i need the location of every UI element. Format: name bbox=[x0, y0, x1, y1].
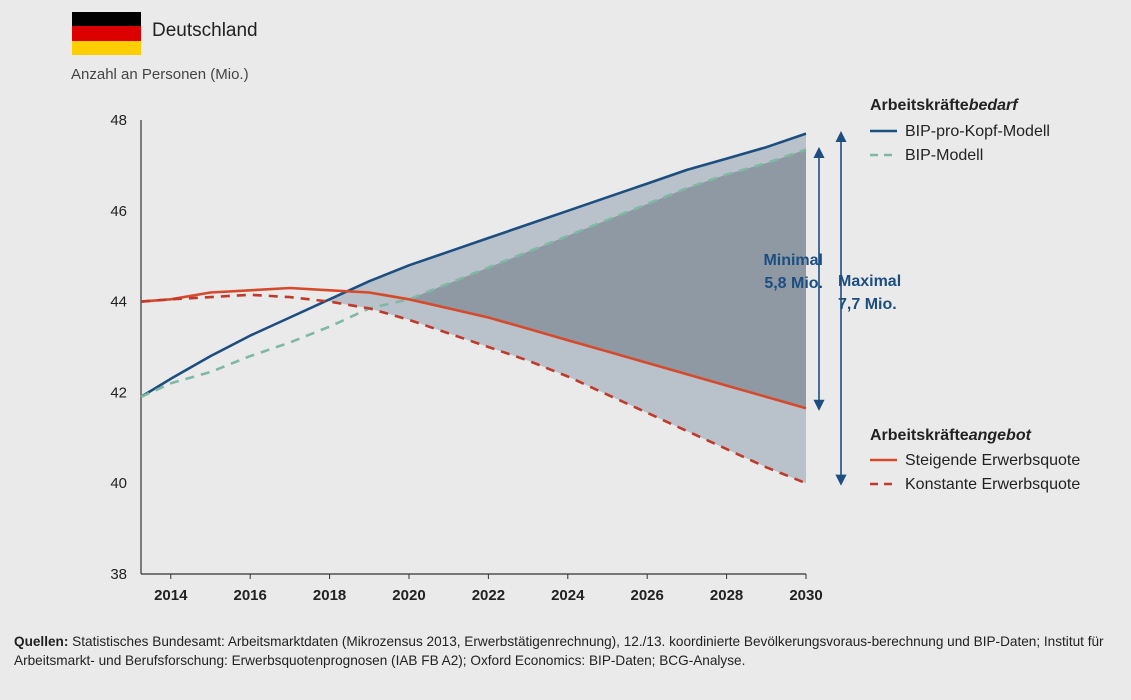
german-flag bbox=[72, 12, 141, 55]
annotation-minimal-line2: 5,8 Mio. bbox=[764, 275, 823, 292]
x-tick-label: 2014 bbox=[154, 587, 188, 604]
labor-chart: 38 40 42 44 46 48 2014 2016 2018 2020 2022 2024 2026… bbox=[110, 97, 1080, 604]
range-arrows bbox=[813, 131, 847, 486]
gap-area-min bbox=[408, 149, 806, 409]
country-title: Deutschland bbox=[152, 20, 258, 41]
y-axis-unit-label: Anzahl an Personen (Mio.) bbox=[71, 66, 249, 83]
legend-supply-header-italic: angebot bbox=[969, 427, 1032, 444]
series-line-steigende-erwerbsquote bbox=[140, 286, 807, 410]
chart-axes: 38 40 42 44 46 48 2014 2016 2018 2020 2022 2024 2026… bbox=[110, 112, 822, 604]
legend-demand-header-plain: Arbeitskräfte bbox=[870, 97, 969, 114]
series-line-konstante-erwerbsquote bbox=[140, 293, 807, 485]
flag-stripe-gold bbox=[72, 40, 141, 55]
x-tick-label: 2026 bbox=[631, 587, 664, 604]
flag-stripe-red bbox=[72, 26, 141, 41]
y-tick-label: 48 bbox=[110, 112, 127, 129]
series-lines bbox=[140, 132, 807, 485]
annotation-minimal-line1: Minimal bbox=[763, 252, 823, 269]
series-line-bip-pro-kopf-modell bbox=[140, 132, 807, 399]
legend-item-label: BIP-pro-Kopf-Modell bbox=[905, 123, 1050, 140]
y-tick-label: 44 bbox=[110, 294, 127, 311]
x-tick-label: 2024 bbox=[551, 587, 585, 604]
series-line-bip-modell bbox=[140, 148, 807, 399]
legend-supply-items: Steigende Erwerbsquote Konstante Erwerbsq… bbox=[870, 452, 1080, 493]
legend-demand-header-italic: bedarf bbox=[969, 97, 1020, 114]
x-tick-label: 2016 bbox=[233, 587, 266, 604]
sources-text: Statistisches Bundesamt: Arbeitsmarktdat… bbox=[14, 634, 1104, 668]
x-tick-label: 2028 bbox=[710, 587, 743, 604]
gap-areas bbox=[329, 133, 806, 484]
annotation-maximal-line2: 7,7 Mio. bbox=[838, 296, 897, 313]
legend-supply-header: Arbeitskräfteangebot bbox=[870, 427, 1032, 444]
legend-demand-header: Arbeitskräftebedarf bbox=[870, 97, 1019, 114]
x-tick-label: 2030 bbox=[789, 587, 822, 604]
annotation-maximal-line1: Maximal bbox=[838, 273, 901, 290]
sources-label: Quellen: bbox=[14, 634, 69, 649]
x-tick-label: 2020 bbox=[392, 587, 425, 604]
y-tick-label: 40 bbox=[110, 475, 127, 492]
y-tick-label: 38 bbox=[110, 566, 127, 583]
x-tick-label: 2018 bbox=[313, 587, 346, 604]
flag-stripe-black bbox=[72, 12, 141, 27]
y-tick-label: 42 bbox=[110, 384, 127, 401]
legend-demand-items: BIP-pro-Kopf-Modell BIP-Modell bbox=[870, 123, 1050, 164]
legend-item-label: Konstante Erwerbsquote bbox=[905, 476, 1080, 493]
y-tick-label: 46 bbox=[110, 203, 127, 220]
legend-supply-header-plain: Arbeitskräfte bbox=[870, 427, 969, 444]
legend-item-label: BIP-Modell bbox=[905, 147, 983, 164]
x-tick-label: 2022 bbox=[472, 587, 505, 604]
sources-footnote: Quellen: Statistisches Bundesamt: Arbeit… bbox=[14, 632, 1114, 670]
legend-item-label: Steigende Erwerbsquote bbox=[905, 452, 1080, 469]
